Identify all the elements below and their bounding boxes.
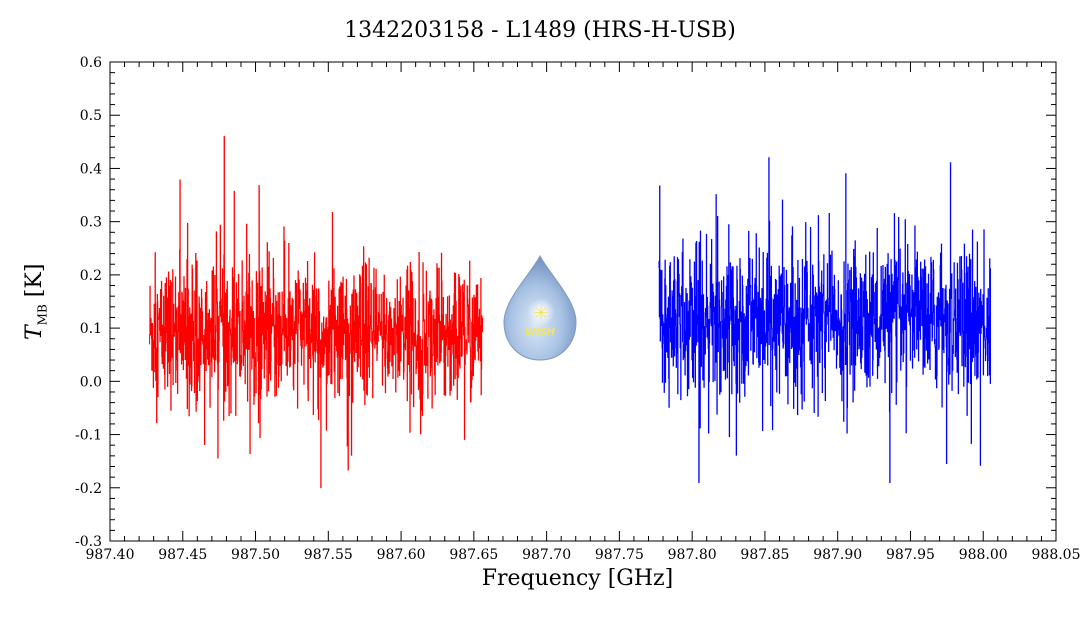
x-tick-label: 987.45 bbox=[158, 547, 207, 563]
series-line-2 bbox=[658, 157, 992, 483]
x-tick-label: 987.95 bbox=[886, 547, 935, 563]
y-tick-label: 0.2 bbox=[80, 268, 102, 284]
series-layer bbox=[149, 135, 992, 489]
x-tick-label: 987.60 bbox=[377, 547, 426, 563]
plot-frame bbox=[109, 61, 1057, 542]
y-tick-label: -0.1 bbox=[75, 428, 102, 444]
x-tick-label: 987.85 bbox=[740, 547, 789, 563]
y-axis-label: TMB [K] bbox=[22, 264, 49, 340]
x-tick-label: 987.65 bbox=[449, 547, 498, 563]
y-tick-label: 0.0 bbox=[80, 374, 102, 390]
y-tick-label: -0.3 bbox=[75, 534, 102, 550]
x-tick-label: 987.55 bbox=[304, 547, 353, 563]
x-tick-label: 988.00 bbox=[959, 547, 1008, 563]
x-tick-label: 987.75 bbox=[595, 547, 644, 563]
series-line-1 bbox=[149, 135, 484, 489]
y-tick-label: 0.6 bbox=[80, 55, 102, 71]
chart-title: 1342203158 - L1489 (HRS-H-USB) bbox=[344, 18, 736, 43]
y-tick-label: 0.5 bbox=[80, 108, 102, 124]
x-tick-label: 987.90 bbox=[813, 547, 862, 563]
y-axis-subscript: MB bbox=[35, 304, 50, 326]
x-tick-label: 987.70 bbox=[522, 547, 571, 563]
wish-star-glow bbox=[527, 298, 555, 326]
y-tick-label: 0.3 bbox=[80, 215, 102, 231]
y-tick-label: 0.4 bbox=[80, 161, 102, 177]
x-tick-label: 988.05 bbox=[1032, 547, 1080, 563]
ticks-layer: 987.40 987.45 987.50 987.55 987.60 987.65 987.… bbox=[75, 55, 1080, 563]
x-tick-label: 987.50 bbox=[231, 547, 280, 563]
x-axis-label: Frequency [GHz] bbox=[481, 566, 674, 591]
x-tick-label: 987.80 bbox=[668, 547, 717, 563]
y-axis-symbol: T bbox=[22, 325, 47, 340]
y-axis-unit: [K] bbox=[22, 263, 47, 298]
x-tick-label: 987.40 bbox=[86, 547, 135, 563]
y-tick-label: -0.2 bbox=[75, 481, 102, 497]
wish-star-icon: ✳ bbox=[533, 303, 548, 324]
wish-logo-text: WISH bbox=[525, 327, 556, 338]
wish-logo: ✳ WISH bbox=[503, 254, 577, 361]
y-tick-label: 0.1 bbox=[80, 321, 102, 337]
